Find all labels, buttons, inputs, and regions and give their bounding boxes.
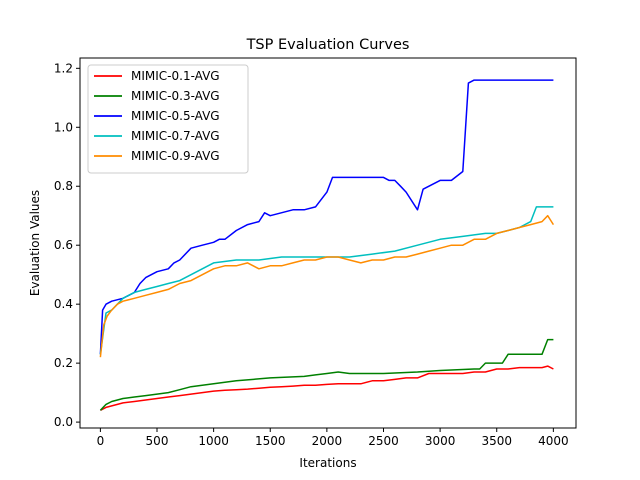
x-tick-label: 1500 — [255, 434, 286, 448]
x-tick-label: 3000 — [425, 434, 456, 448]
x-tick-label: 2000 — [312, 434, 343, 448]
legend-label-mimic-0-1-avg: MIMIC-0.1-AVG — [131, 69, 220, 83]
legend-box — [87, 64, 249, 174]
x-axis-label: Iterations — [299, 456, 356, 470]
series-line-mimic-0-9-avg — [99, 214, 555, 358]
series-line-mimic-0-5-avg — [99, 79, 554, 355]
y-tick-label: 1.0 — [54, 120, 73, 134]
y-tick-label: 0.8 — [54, 179, 73, 193]
y-tick-label: 1.2 — [54, 61, 73, 75]
x-tick-label: 500 — [146, 434, 169, 448]
x-tick-label: 3500 — [481, 434, 512, 448]
y-tick-label: 0.4 — [54, 297, 73, 311]
plot-area — [99, 79, 555, 411]
legend-label-mimic-0-9-avg: MIMIC-0.9-AVG — [131, 149, 220, 163]
legend-label-mimic-0-5-avg: MIMIC-0.5-AVG — [131, 109, 220, 123]
y-tick-label: 0.6 — [54, 238, 73, 252]
legend: MIMIC-0.1-AVG MIMIC-0.3-AVG MIMIC-0.5-AVG M… — [87, 64, 249, 174]
y-axis-label: Evaluation Values — [28, 190, 42, 296]
plot-frame — [79, 57, 577, 429]
chart-title: TSP Evaluation Curves — [246, 37, 410, 53]
x-tick-label: 2500 — [368, 434, 399, 448]
series-line-mimic-0-1-avg — [100, 365, 554, 411]
x-tick-label: 0 — [97, 434, 105, 448]
series-line-mimic-0-3-avg — [99, 338, 554, 411]
x-axis: 0 500 1000 1500 2000 2500 3000 3500 4000 — [97, 428, 569, 448]
y-axis: 0.0 0.2 0.4 0.6 0.8 1.0 1.2 — [54, 61, 80, 429]
legend-label-mimic-0-7-avg: MIMIC-0.7-AVG — [131, 129, 220, 143]
x-tick-label: 4000 — [538, 434, 569, 448]
legend-label-mimic-0-3-avg: MIMIC-0.3-AVG — [131, 89, 220, 103]
x-tick-label: 1000 — [198, 434, 229, 448]
y-tick-label: 0.2 — [54, 356, 73, 370]
y-tick-label: 0.0 — [54, 415, 73, 429]
